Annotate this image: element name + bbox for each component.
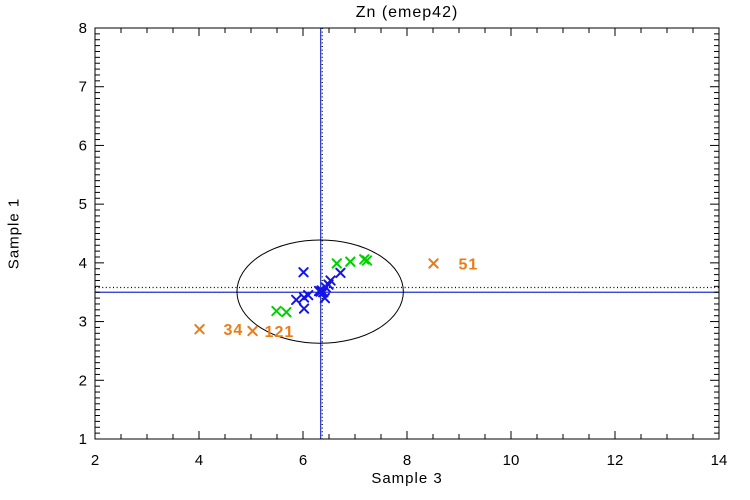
y-tick-label: 8 bbox=[79, 20, 87, 37]
scatter-point-group-blue bbox=[291, 294, 302, 306]
x-tick-label: 6 bbox=[299, 452, 307, 469]
outlier-label: 51 bbox=[459, 256, 479, 273]
y-tick-label: 7 bbox=[79, 79, 87, 96]
x-tick-label: 2 bbox=[91, 452, 99, 469]
scatter-point-outliers-orange bbox=[194, 324, 205, 335]
y-axis-label: Sample 1 bbox=[5, 197, 23, 270]
scatter-point-group-blue bbox=[298, 267, 309, 278]
x-tick-label: 8 bbox=[403, 452, 411, 469]
scatter-point-group-blue bbox=[319, 292, 331, 304]
scatter-point-outliers-orange bbox=[428, 258, 439, 269]
y-tick-label: 6 bbox=[79, 137, 87, 154]
scatter-point-group-green bbox=[345, 256, 356, 267]
x-tick-label: 12 bbox=[607, 452, 624, 469]
x-tick-label: 4 bbox=[195, 452, 203, 469]
scatter-point-group-blue bbox=[315, 286, 326, 297]
x-tick-label: 10 bbox=[503, 452, 520, 469]
plot-frame bbox=[94, 27, 720, 440]
outlier-label: 121 bbox=[265, 324, 295, 341]
scatter-point-outliers-orange bbox=[247, 325, 258, 337]
scatter-point-group-green bbox=[281, 306, 292, 318]
x-axis-label: Sample 3 bbox=[371, 470, 443, 487]
y-tick-label: 1 bbox=[79, 431, 87, 448]
scatter-point-group-blue bbox=[298, 303, 310, 314]
y-tick-label: 2 bbox=[79, 372, 87, 389]
scatter-point-group-green bbox=[361, 255, 373, 266]
cluster-ellipse bbox=[236, 239, 404, 344]
y-tick-label: 3 bbox=[79, 314, 87, 331]
outlier-label: 34 bbox=[224, 322, 244, 339]
chart-title: Zn (emep42) bbox=[355, 4, 459, 21]
scatter-point-group-green bbox=[331, 258, 342, 269]
scatter-point-group-green bbox=[359, 254, 370, 265]
scatter-point-group-blue bbox=[298, 292, 310, 303]
scatter-point-group-green bbox=[271, 305, 282, 317]
scatter-point-group-blue bbox=[335, 267, 346, 279]
y-tick-label: 5 bbox=[79, 196, 87, 213]
y-tick-label: 4 bbox=[79, 255, 87, 272]
x-tick-label: 14 bbox=[711, 452, 728, 469]
